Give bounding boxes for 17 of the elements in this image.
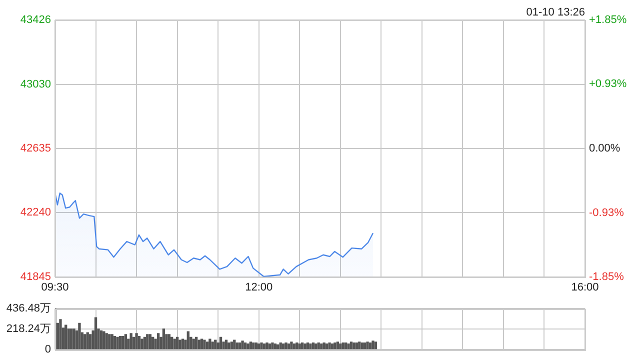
- x-tick-label: 09:30: [41, 281, 69, 294]
- y-tick-label: 42635: [20, 142, 51, 155]
- y-tick-label: 0: [44, 343, 51, 356]
- y2-tick-label: 0.00%: [589, 142, 620, 154]
- y2-tick-label: +1.85%: [589, 14, 627, 26]
- y-tick-label: 43030: [20, 78, 51, 90]
- y2-tick-label: -0.93%: [589, 206, 624, 219]
- y2-tick-label: +0.93%: [589, 78, 627, 90]
- y2-tick-label: -1.85%: [589, 270, 624, 283]
- x-tick-label: 12:00: [245, 281, 273, 294]
- y-tick-label: 218.24万: [6, 323, 51, 336]
- x-tick-label: 16:00: [571, 281, 599, 294]
- y-tick-label: 43426: [20, 14, 51, 26]
- text: 01-10 13:26: [526, 6, 585, 19]
- y-tick-label: 436.48万: [6, 302, 51, 315]
- y-tick-label: 41845: [20, 270, 51, 283]
- y-tick-label: 42240: [20, 206, 51, 219]
